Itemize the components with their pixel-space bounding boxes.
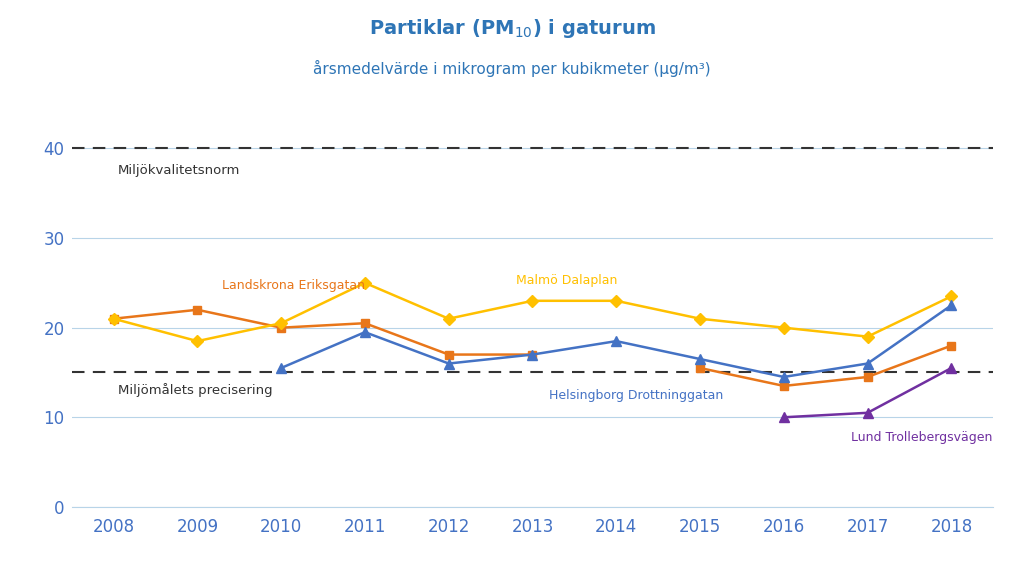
Text: Miljömålets precisering: Miljömålets precisering <box>118 383 272 397</box>
Text: Landskrona Eriksgatan: Landskrona Eriksgatan <box>222 279 366 292</box>
Text: Lund Trollebergsvägen: Lund Trollebergsvägen <box>851 431 992 444</box>
Text: Helsingborg Drottninggatan: Helsingborg Drottninggatan <box>549 389 724 401</box>
Text: Partiklar (PM$_{10}$) i gaturum: Partiklar (PM$_{10}$) i gaturum <box>369 17 655 40</box>
Text: årsmedelvärde i mikrogram per kubikmeter (µg/m³): årsmedelvärde i mikrogram per kubikmeter… <box>313 60 711 78</box>
Text: Malmö Dalaplan: Malmö Dalaplan <box>516 274 617 287</box>
Text: Miljökvalitetsnorm: Miljökvalitetsnorm <box>118 164 241 177</box>
